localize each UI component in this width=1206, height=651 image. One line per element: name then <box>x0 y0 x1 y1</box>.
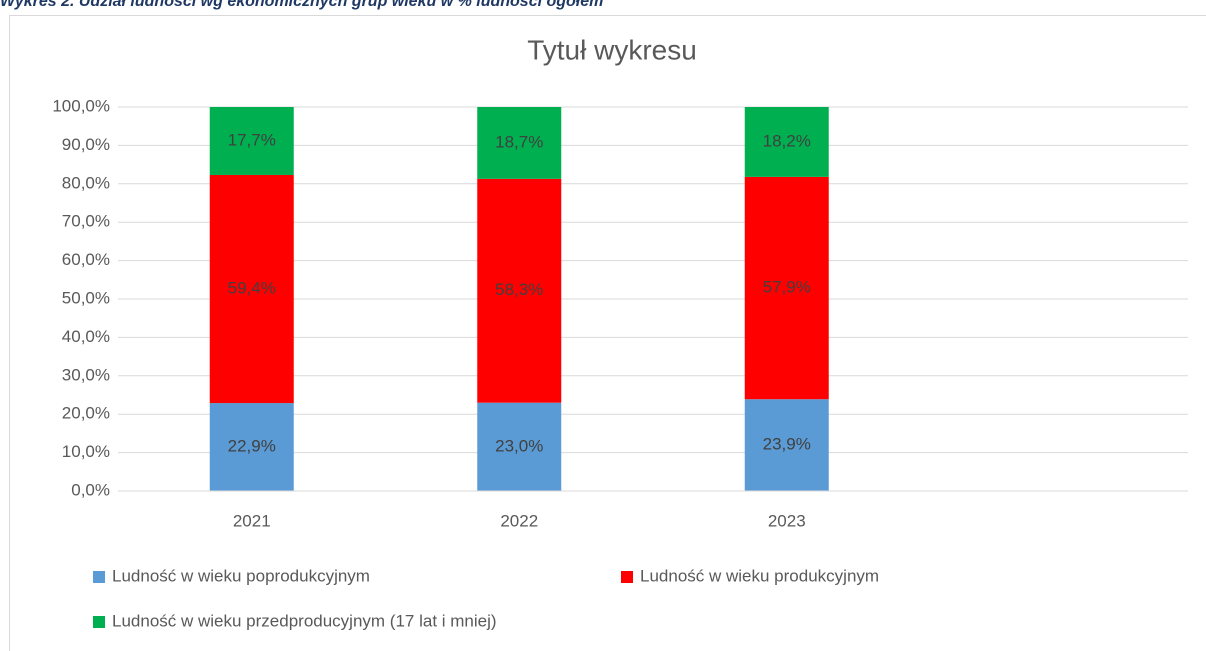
data-label: 58,3% <box>495 280 543 299</box>
x-tick-label: 2022 <box>500 511 538 530</box>
y-tick-label: 50,0% <box>62 288 110 307</box>
legend-swatch <box>93 616 105 628</box>
bar-segment <box>744 399 829 491</box>
legend-swatch <box>621 571 633 583</box>
data-label: 59,4% <box>228 279 276 298</box>
bar-segment <box>209 174 294 404</box>
data-label: 23,9% <box>763 435 811 454</box>
y-tick-label: 30,0% <box>62 365 110 384</box>
y-tick-label: 0,0% <box>71 480 110 499</box>
legend-label: Ludność w wieku poprodukcyjnym <box>112 566 370 585</box>
data-label: 17,7% <box>228 130 276 149</box>
bar-segment <box>477 178 562 403</box>
y-tick-label: 80,0% <box>62 173 110 192</box>
bar-segment <box>744 176 829 400</box>
y-tick-label: 60,0% <box>62 250 110 269</box>
heading-bg <box>0 0 850 15</box>
legend-swatch <box>93 571 105 583</box>
y-tick-label: 70,0% <box>62 212 110 231</box>
x-tick-label: 2021 <box>233 511 271 530</box>
chart-title: Tytuł wykresu <box>527 34 697 65</box>
heading: Wykres 2. Udział ludności wg ekonomiczny… <box>0 0 603 10</box>
bar-segment <box>477 402 562 491</box>
y-tick-label: 100,0% <box>52 96 110 115</box>
data-label: 22,9% <box>228 437 276 456</box>
data-label: 23,0% <box>495 436 543 455</box>
bar-segment <box>744 107 829 177</box>
legend-label: Ludność w wieku produkcyjnym <box>640 566 879 585</box>
y-tick-label: 90,0% <box>62 135 110 154</box>
y-tick-label: 40,0% <box>62 327 110 346</box>
bar-segment <box>209 107 294 175</box>
data-label: 18,7% <box>495 132 543 151</box>
bar-segment <box>477 107 562 179</box>
chart-frame <box>9 15 1206 651</box>
y-tick-label: 20,0% <box>62 404 110 423</box>
bar-segment <box>209 403 294 491</box>
data-label: 18,2% <box>763 131 811 150</box>
data-label: 57,9% <box>763 278 811 297</box>
y-tick-label: 10,0% <box>62 442 110 461</box>
x-tick-label: 2023 <box>768 511 806 530</box>
legend-label: Ludność w wieku przedproducyjnym (17 lat… <box>112 611 497 630</box>
